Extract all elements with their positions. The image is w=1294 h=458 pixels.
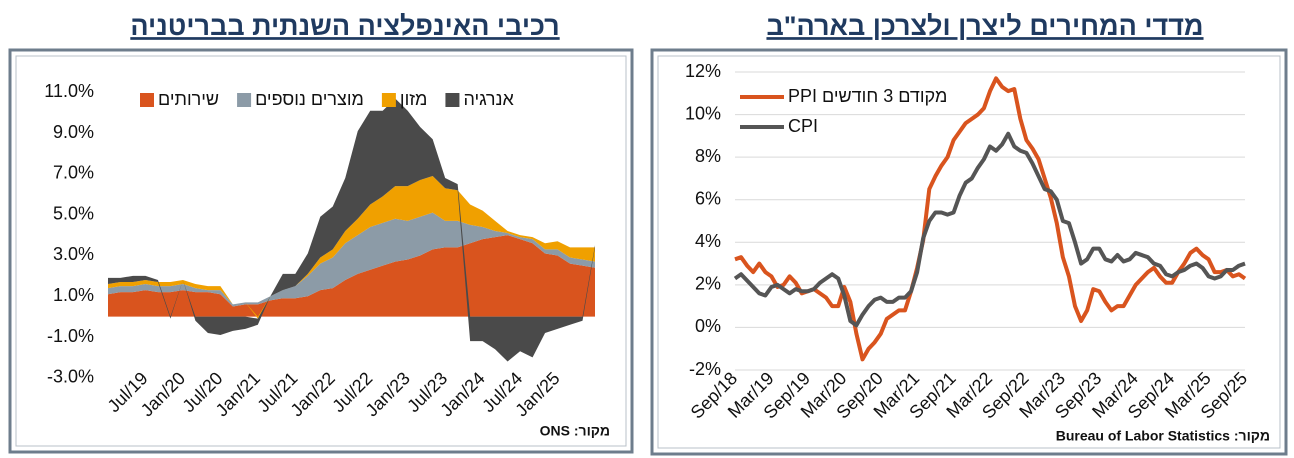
legend-label: CPI [788,116,818,136]
y-tick-label: 1.0% [53,285,94,305]
y-tick-label: 4% [695,231,721,251]
area [108,235,595,317]
y-tick-label: -2% [689,359,721,379]
legend-swatch [237,93,252,107]
legend-swatch [140,93,154,107]
y-tick-label: 7.0% [53,163,94,183]
area [108,175,595,319]
line [734,76,1247,362]
y-tick-label: 12% [685,61,721,81]
legend-label: מקודם 3 חודשים PPI [788,86,947,106]
right-panel-inner [657,55,1281,449]
y-tick-label: 5.0% [53,203,94,223]
y-tick-label: 9.0% [53,122,94,142]
legend-label: שירותים [158,89,219,109]
legend-label: מזון [400,89,428,109]
y-tick-label: 8% [695,146,721,166]
y-tick-label: 2% [695,274,721,294]
y-tick-label: 3.0% [53,244,94,264]
source: מקור: ONS [540,423,610,439]
y-tick-label: 0% [695,316,721,336]
source: מקור: Bureau of Labor Statistics [1056,428,1270,444]
y-tick-label: -3.0% [47,367,94,387]
line [733,131,1246,328]
area [108,212,595,307]
chart-title: מדדי המחירים ליצרן ולצרכן בארה"ב [766,11,1203,41]
legend-label: אנרגיה [463,89,514,109]
chart-title: רכיבי האינפלציה השנתית בבריטניה [130,11,559,41]
legend-swatch [445,93,460,107]
right-panel [650,48,1288,456]
y-tick-label: 10% [685,103,721,123]
left-panel-inner [15,55,627,447]
y-tick-label: 11.0% [44,81,94,101]
left-panel [8,48,634,454]
legend-label: מוצרים נוספים [255,89,364,109]
y-tick-label: -1.0% [47,326,94,346]
legend-swatch [381,93,396,107]
y-tick-label: 6% [695,188,721,208]
